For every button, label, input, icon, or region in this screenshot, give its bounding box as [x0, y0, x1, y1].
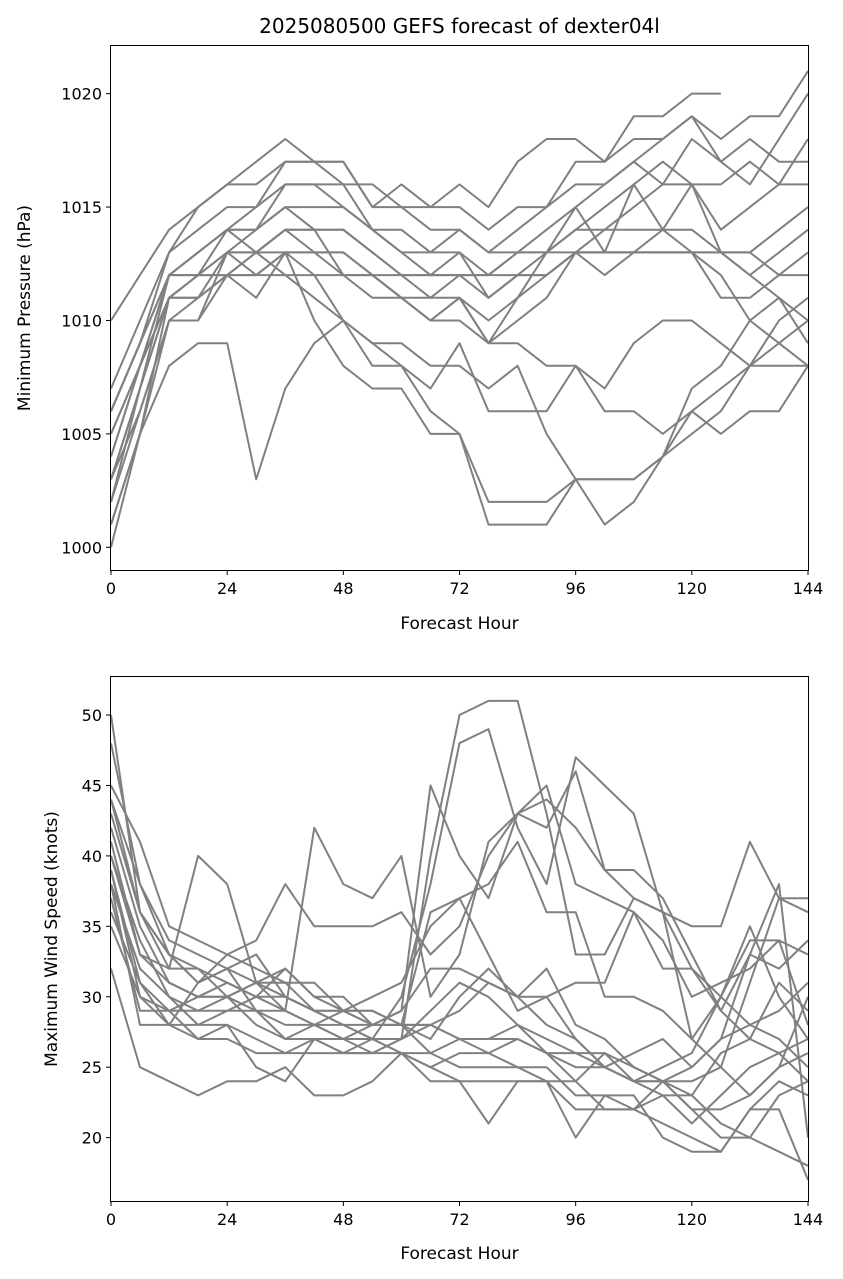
- pressure-y-ticks: 1000 1005 1010 1015 1020: [61, 85, 111, 557]
- wind-x-tick-label: 24: [217, 1210, 237, 1229]
- wind-series-line: [110, 799, 808, 1083]
- pressure-x-tick-label: 120: [677, 579, 708, 598]
- pressure-x-tick-label: 48: [333, 579, 353, 598]
- wind-y-tick-label: 50: [82, 706, 102, 725]
- wind-series-line: [110, 855, 809, 1139]
- wind-series-line: [110, 869, 809, 1153]
- wind-y-tick-label: 30: [82, 988, 102, 1007]
- pressure-x-ticks: 0 24 48 72 96 120 144: [106, 570, 823, 598]
- pressure-series-line: [110, 251, 809, 480]
- wind-lines: [110, 699, 809, 1181]
- pressure-x-tick-label: 72: [449, 579, 469, 598]
- wind-x-tick-label: 144: [793, 1210, 824, 1229]
- wind-x-tick-label: 72: [449, 1210, 469, 1229]
- pressure-series-line: [110, 228, 808, 480]
- wind-x-ticks: 0 24 48 72 96 120 144: [106, 1201, 823, 1229]
- pressure-x-tick-label: 24: [217, 579, 237, 598]
- wind-y-tick-label: 40: [82, 847, 102, 866]
- pressure-y-tick-label: 1020: [61, 85, 102, 104]
- wind-x-tick-label: 0: [106, 1210, 116, 1229]
- pressure-plot-frame: [110, 45, 809, 571]
- wind-series-line: [110, 968, 809, 1167]
- pressure-y-tick-label: 1015: [61, 198, 102, 217]
- wind-x-tick-label: 96: [565, 1210, 585, 1229]
- pressure-y-axis-label: Minimum Pressure (hPa): [15, 205, 35, 411]
- wind-y-tick-label: 35: [82, 917, 102, 936]
- wind-panel: 0 24 48 72 96 120 144 20 25 30 35 40 45 50 Forecast …: [42, 676, 823, 1264]
- pressure-y-tick-label: 1005: [61, 425, 102, 444]
- pressure-x-tick-label: 144: [793, 579, 824, 598]
- wind-y-tick-label: 45: [82, 776, 102, 795]
- pressure-panel: 2025080500 GEFS forecast of dexter04l 0 2…: [15, 14, 823, 634]
- wind-y-axis-label: Maximum Wind Speed (knots): [42, 811, 62, 1067]
- wind-x-axis-label: Forecast Hour: [400, 1244, 518, 1264]
- pressure-x-tick-label: 0: [106, 579, 116, 598]
- wind-y-tick-label: 20: [82, 1129, 102, 1148]
- wind-series-line: [110, 770, 809, 1138]
- chart-title: 2025080500 GEFS forecast of dexter04l: [259, 14, 660, 38]
- pressure-series-line: [110, 297, 809, 526]
- pressure-y-tick-label: 1000: [61, 538, 102, 557]
- wind-y-ticks: 20 25 30 35 40 45 50: [82, 706, 111, 1148]
- wind-x-tick-label: 120: [677, 1210, 708, 1229]
- pressure-x-axis-label: Forecast Hour: [400, 614, 518, 634]
- pressure-lines: [110, 70, 809, 548]
- pressure-series-line: [110, 92, 721, 389]
- pressure-y-tick-label: 1010: [61, 311, 102, 330]
- wind-y-tick-label: 25: [82, 1058, 102, 1077]
- pressure-x-tick-label: 96: [565, 579, 585, 598]
- wind-plot-frame: [110, 676, 809, 1202]
- wind-x-tick-label: 48: [333, 1210, 353, 1229]
